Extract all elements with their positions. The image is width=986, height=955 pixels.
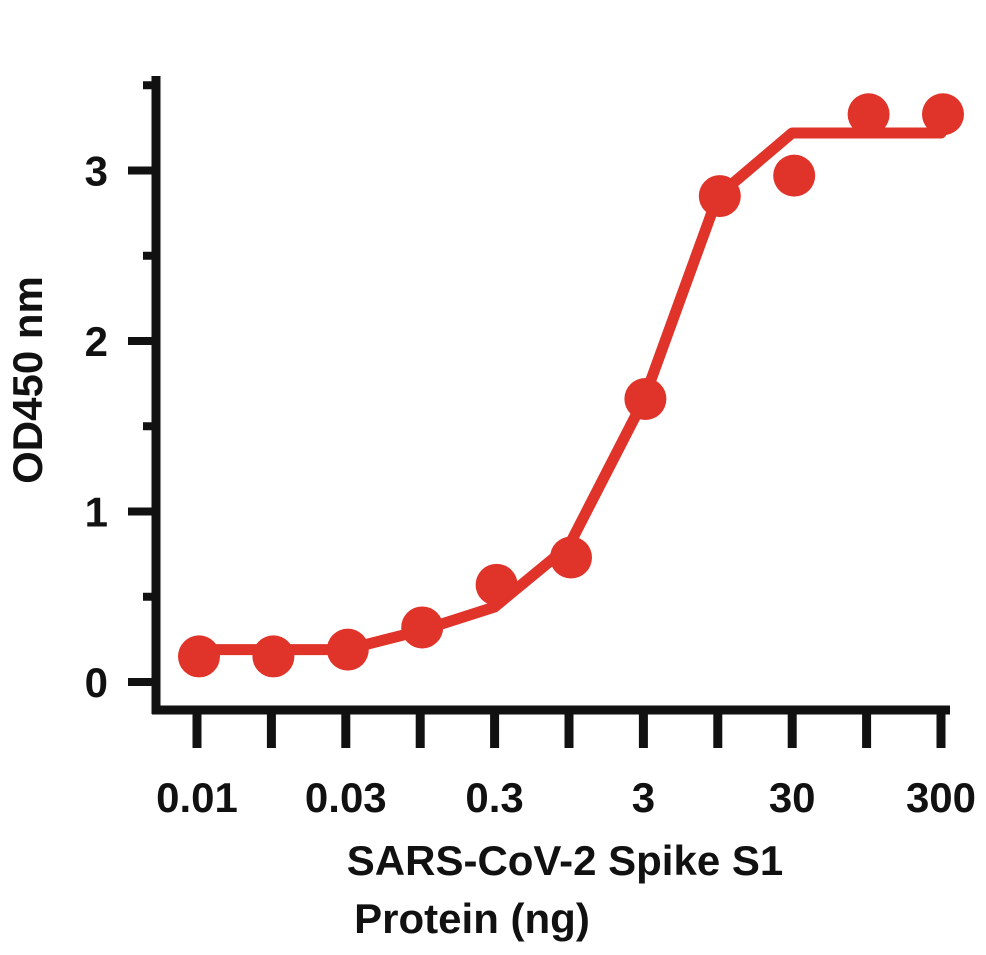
data-point (326, 628, 369, 671)
x-axis-label-line2: Protein (ng) (354, 895, 590, 942)
data-point (773, 154, 816, 197)
x-axis-label-line1: SARS-CoV-2 Spike S1 (347, 837, 783, 884)
x-tick-label: 0.03 (305, 774, 387, 821)
x-tick-label: 0.3 (465, 774, 523, 821)
y-tick-label: 3 (85, 148, 108, 195)
axes (128, 76, 950, 748)
y-tick-label: 0 (85, 659, 108, 706)
data-point (922, 93, 964, 136)
y-axis-label: OD450 nm (4, 276, 51, 484)
data-points (178, 93, 964, 678)
y-tick-label: 2 (85, 318, 108, 365)
data-point (550, 536, 592, 579)
x-tick-label: 0.01 (156, 774, 238, 821)
x-tick-label: 300 (906, 774, 976, 821)
data-point (401, 606, 444, 649)
data-point (624, 377, 667, 420)
x-tick-label: 30 (769, 774, 816, 821)
y-tick-label: 1 (85, 489, 108, 536)
data-point (475, 563, 518, 606)
data-point (178, 635, 220, 678)
x-tick-label: 3 (632, 774, 655, 821)
data-point (252, 635, 295, 678)
data-point (847, 93, 890, 136)
tick-labels: 0 1 2 3 0.01 0.03 0.3 3 30 300 (85, 148, 976, 822)
data-point (698, 175, 741, 218)
